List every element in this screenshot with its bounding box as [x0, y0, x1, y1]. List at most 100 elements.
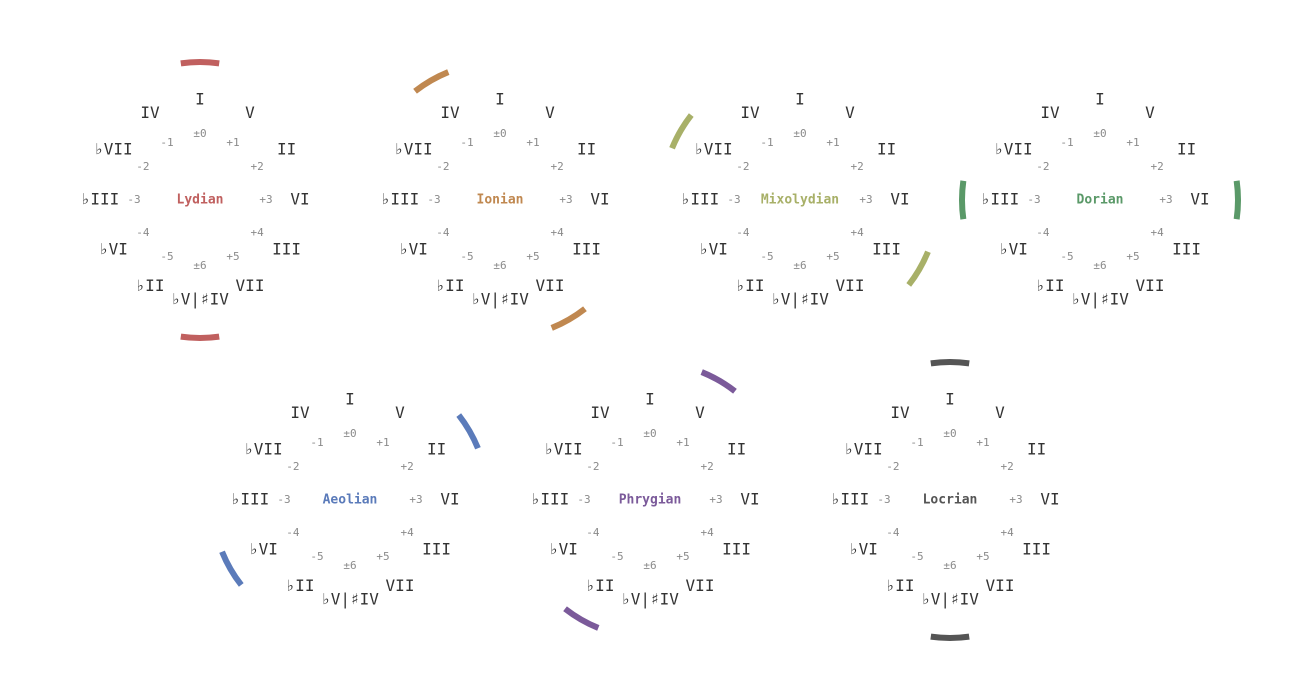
mode-wheel-phrygian: IVIIVIIIIVII♭V|♯IV♭II♭VI♭III♭VIIIV±0+1+2… [531, 369, 760, 631]
offset-label: -5 [1060, 250, 1073, 263]
offset-label: -1 [610, 436, 623, 449]
degree-label: ♭VI [99, 240, 128, 259]
degree-label: I [1095, 90, 1105, 109]
degree-label: II [577, 140, 596, 159]
offset-label: +4 [1151, 226, 1165, 239]
degree-label: I [345, 390, 355, 409]
mode-name-label: Mixolydian [761, 193, 839, 208]
offset-label: +5 [1126, 250, 1139, 263]
mode-arc [180, 333, 220, 341]
offset-label: -5 [610, 550, 623, 563]
offset-label: +3 [859, 193, 872, 206]
mode-name-label: Dorian [1077, 193, 1124, 208]
degree-label: ♭VI [999, 240, 1028, 259]
degree-label: V [245, 103, 255, 122]
offset-label: -2 [286, 460, 299, 473]
offset-label: +3 [559, 193, 572, 206]
offset-label: +2 [851, 160, 864, 173]
degree-label: ♭II [136, 276, 165, 295]
degree-label: I [645, 390, 655, 409]
offset-label: +5 [376, 550, 389, 563]
degree-label: IV [440, 103, 460, 122]
offset-label: ±6 [343, 559, 356, 572]
degree-label: ♭VII [394, 140, 433, 159]
offset-label: +3 [409, 493, 422, 506]
degree-label: ♭II [1036, 276, 1065, 295]
offset-label: ±0 [193, 127, 206, 140]
degree-label: ♭VI [849, 540, 878, 559]
degree-label: ♭II [286, 576, 315, 595]
degree-label: V [545, 103, 555, 122]
degree-label: ♭VI [249, 540, 278, 559]
offset-label: +2 [1001, 460, 1014, 473]
mode-wheel-mixolydian: IVIIVIIIIVII♭V|♯IV♭II♭VI♭III♭VIIIV±0+1+2… [669, 90, 931, 309]
offset-label: ±0 [793, 127, 806, 140]
degree-label: ♭VI [699, 240, 728, 259]
mode-arc [959, 180, 967, 220]
offset-label: ±0 [643, 427, 656, 440]
offset-label: +2 [1151, 160, 1164, 173]
mode-name-label: Locrian [923, 493, 978, 508]
degree-label: VI [890, 190, 909, 209]
degree-label: ♭VI [549, 540, 578, 559]
degree-label: III [572, 240, 601, 259]
degree-label: VII [686, 576, 715, 595]
degree-label: ♭III [531, 490, 570, 509]
offset-label: +5 [526, 250, 539, 263]
mode-arc [550, 306, 587, 331]
offset-label: -3 [727, 193, 740, 206]
degree-label: ♭V|♯IV [471, 290, 529, 309]
degree-label: I [795, 90, 805, 109]
mode-arc [180, 59, 220, 67]
offset-label: -2 [436, 160, 449, 173]
offset-label: -3 [577, 493, 590, 506]
offset-label: ±0 [1093, 127, 1106, 140]
offset-label: +3 [1159, 193, 1172, 206]
degree-label: II [277, 140, 296, 159]
mode-name-label: Ionian [477, 193, 524, 208]
offset-label: -1 [460, 136, 473, 149]
degree-label: ♭III [231, 490, 270, 509]
mode-name-label: Phrygian [619, 493, 682, 508]
offset-label: -4 [736, 226, 750, 239]
degree-label: VII [536, 276, 565, 295]
mode-arc [413, 69, 450, 94]
offset-label: +1 [226, 136, 239, 149]
offset-label: ±6 [643, 559, 656, 572]
mode-wheel-aeolian: IVIIVIIIIVII♭V|♯IV♭II♭VI♭III♭VIIIV±0+1+2… [219, 390, 481, 609]
offset-label: ±0 [343, 427, 356, 440]
offset-label: ±6 [493, 259, 506, 272]
offset-label: -3 [127, 193, 140, 206]
offset-label: -3 [1027, 193, 1040, 206]
degree-label: II [877, 140, 896, 159]
degree-label: I [195, 90, 205, 109]
degree-label: V [1145, 103, 1155, 122]
degree-label: VI [590, 190, 609, 209]
degree-label: VII [986, 576, 1015, 595]
degree-label: ♭VII [94, 140, 133, 159]
degree-label: IV [1040, 103, 1060, 122]
mode-arc [669, 113, 694, 150]
degree-label: III [1172, 240, 1201, 259]
degree-label: V [695, 403, 705, 422]
degree-label: II [1027, 440, 1046, 459]
degree-label: ♭VII [694, 140, 733, 159]
offset-label: ±6 [193, 259, 206, 272]
degree-label: VII [236, 276, 265, 295]
degree-label: ♭V|♯IV [1071, 290, 1129, 309]
offset-label: ±6 [793, 259, 806, 272]
offset-label: -2 [886, 460, 899, 473]
degree-label: ♭III [831, 490, 870, 509]
mode-arc [930, 359, 970, 367]
offset-label: +1 [376, 436, 389, 449]
offset-label: -2 [136, 160, 149, 173]
degree-label: II [1177, 140, 1196, 159]
degree-label: V [995, 403, 1005, 422]
degree-label: ♭V|♯IV [321, 590, 379, 609]
degree-label: ♭III [981, 190, 1020, 209]
offset-label: -3 [277, 493, 290, 506]
mode-wheel-lydian: IVIIVIIIIVII♭V|♯IV♭II♭VI♭III♭VIIIV±0+1+2… [81, 59, 310, 341]
offset-label: ±6 [943, 559, 956, 572]
offset-label: -3 [877, 493, 890, 506]
degree-label: ♭V|♯IV [621, 590, 679, 609]
